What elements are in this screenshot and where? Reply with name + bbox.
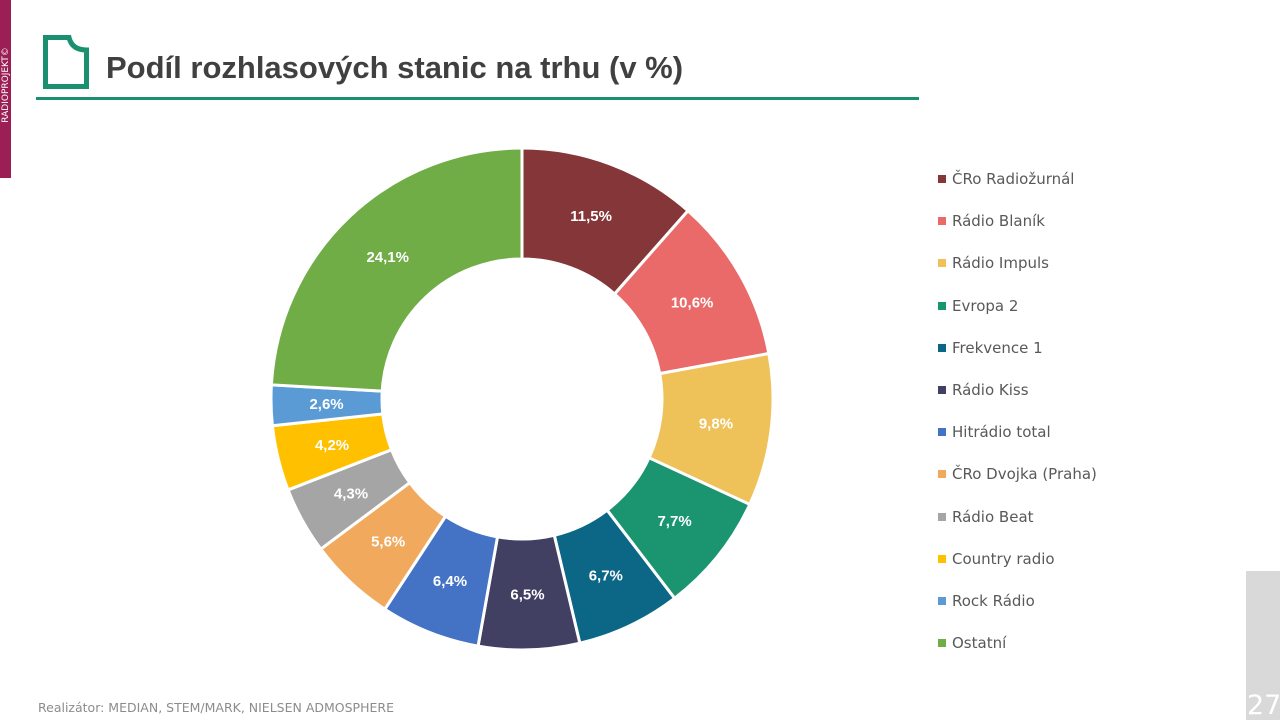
document-icon (43, 35, 89, 89)
legend-label: Rádio Beat (952, 507, 1034, 526)
legend-label: Frekvence 1 (952, 338, 1043, 357)
legend-label: ČRo Radiožurnál (952, 170, 1075, 189)
legend-swatch (938, 343, 946, 352)
legend-label: Rádio Kiss (952, 381, 1029, 400)
legend-item: Evropa 2 (938, 285, 1097, 327)
legend-label: Evropa 2 (952, 296, 1019, 315)
legend-item: ČRo Radiožurnál (938, 158, 1097, 200)
data-label: 6,5% (510, 586, 544, 603)
legend-item: Rádio Blaník (938, 200, 1097, 242)
legend-swatch (938, 596, 946, 605)
data-label: 4,2% (315, 437, 349, 454)
data-label: 7,7% (657, 513, 691, 530)
data-label: 4,3% (334, 486, 368, 503)
legend-swatch (938, 470, 946, 479)
data-label: 24,1% (366, 249, 409, 266)
legend-swatch (938, 175, 946, 184)
legend-item: Rádio Kiss (938, 369, 1097, 411)
page-title: Podíl rozhlasových stanic na trhu (v %) (106, 50, 684, 85)
data-label: 6,4% (433, 573, 467, 590)
data-label: 2,6% (309, 396, 343, 413)
legend-label: Rádio Impuls (952, 254, 1049, 273)
legend-item: Hitrádio total (938, 411, 1097, 453)
donut-slice (269, 146, 524, 393)
legend-swatch (938, 512, 946, 521)
legend-swatch (938, 554, 946, 563)
legend-item: Rádio Beat (938, 496, 1097, 538)
legend-swatch (938, 428, 946, 437)
legend-label: Rádio Blaník (952, 212, 1045, 231)
chart-legend: ČRo Radiožurnál Rádio Blaník Rádio Impuls E… (938, 158, 1097, 664)
page-number: 27 (1247, 690, 1280, 721)
legend-item: Frekvence 1 (938, 327, 1097, 369)
legend-item: ČRo Dvojka (Praha) (938, 453, 1097, 495)
legend-item: Country radio (938, 538, 1097, 580)
legend-swatch (938, 639, 946, 648)
legend-label: Rock Rádio (952, 591, 1035, 610)
legend-item: Rádio Impuls (938, 242, 1097, 284)
title-divider (36, 97, 919, 100)
legend-label: ČRo Dvojka (Praha) (952, 465, 1097, 484)
data-label: 5,6% (371, 534, 405, 551)
legend-item: Ostatní (938, 622, 1097, 664)
source-note: Realizátor: MEDIAN, STEM/MARK, NIELSEN A… (38, 700, 394, 715)
data-label: 10,6% (671, 295, 714, 312)
legend-swatch (938, 217, 946, 226)
data-label: 11,5% (570, 208, 612, 225)
page-number-box (1246, 571, 1280, 720)
legend-swatch (938, 259, 946, 268)
legend-label: Ostatní (952, 634, 1007, 653)
data-label: 9,8% (699, 416, 733, 433)
data-label: 6,7% (589, 568, 623, 585)
legend-swatch (938, 301, 946, 310)
legend-swatch (938, 386, 946, 395)
legend-item: Rock Rádio (938, 580, 1097, 622)
brand-sidebar: RADIOPROJEKT© (0, 0, 11, 178)
legend-label: Country radio (952, 549, 1055, 568)
legend-label: Hitrádio total (952, 423, 1051, 442)
